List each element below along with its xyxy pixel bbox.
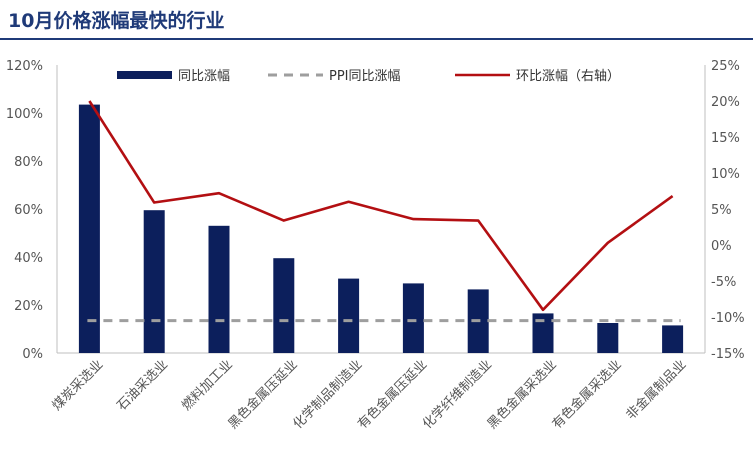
bar xyxy=(532,313,554,353)
y-left-tick-label: 80% xyxy=(14,155,43,170)
legend: 同比涨幅 PPI同比涨幅 环比涨幅（右轴） xyxy=(117,69,620,84)
bar xyxy=(597,323,619,353)
legend-label: 同比涨幅 xyxy=(178,69,230,84)
y-left-tick-label: 120% xyxy=(6,59,43,74)
category-label: 化学制品制造业 xyxy=(290,357,366,433)
legend-label: PPI同比涨幅 xyxy=(329,69,401,84)
series-line xyxy=(88,100,674,312)
title-rule xyxy=(0,38,753,40)
bar xyxy=(662,325,684,353)
y-right-tick-label: 20% xyxy=(711,95,740,110)
category-label: 非金属制品业 xyxy=(623,357,689,423)
mom-line-series xyxy=(88,100,674,312)
y-right-tick-label: 0% xyxy=(711,239,732,254)
y-right-tick-label: -10% xyxy=(711,311,745,326)
bar xyxy=(143,210,165,353)
category-label: 黑色金属采选业 xyxy=(484,357,560,433)
bar xyxy=(402,283,424,353)
y-left-tick-label: 0% xyxy=(22,347,43,362)
y-right-tick-label: -15% xyxy=(711,347,745,362)
category-label: 煤炭采选业 xyxy=(50,357,107,414)
legend-label: 环比涨幅（右轴） xyxy=(516,69,620,84)
category-label: 有色金属压延业 xyxy=(355,357,431,433)
bar xyxy=(273,258,295,353)
legend-swatch-bar xyxy=(117,71,172,79)
y-right-tick-label: 25% xyxy=(711,59,740,74)
y-right-tick-label: -5% xyxy=(711,275,736,290)
category-label: 燃料加工业 xyxy=(179,357,236,414)
category-label: 化学纤维制造业 xyxy=(419,357,495,433)
bar-series xyxy=(78,104,684,353)
bar xyxy=(78,104,100,353)
category-label: 黑色金属压延业 xyxy=(225,357,301,433)
y-left-tick-label: 40% xyxy=(14,251,43,266)
y-right-tick-label: 5% xyxy=(711,203,732,218)
y-left-tick-label: 60% xyxy=(14,203,43,218)
category-labels: 煤炭采选业 石油采选业 燃料加工业黑色金属压延业化学制品制造业有色金属压延业化学纤维… xyxy=(50,357,690,433)
y-left-tick-label: 20% xyxy=(14,299,43,314)
y-right-tick-label: 10% xyxy=(711,167,740,182)
category-label: 有色金属采选业 xyxy=(549,357,625,433)
tick-labels: 0% 20% 40% 60% 80% 100% 120% -15% -10% -5% 0% 5% 10%… xyxy=(6,59,745,362)
y-right-tick-label: 15% xyxy=(711,131,740,146)
y-left-tick-label: 100% xyxy=(6,107,43,122)
bar xyxy=(338,278,360,353)
category-label: 石油采选业 xyxy=(114,357,171,414)
axes xyxy=(56,65,706,354)
chart-title: 10月价格涨幅最快的行业 xyxy=(8,10,225,32)
bar xyxy=(208,225,230,353)
